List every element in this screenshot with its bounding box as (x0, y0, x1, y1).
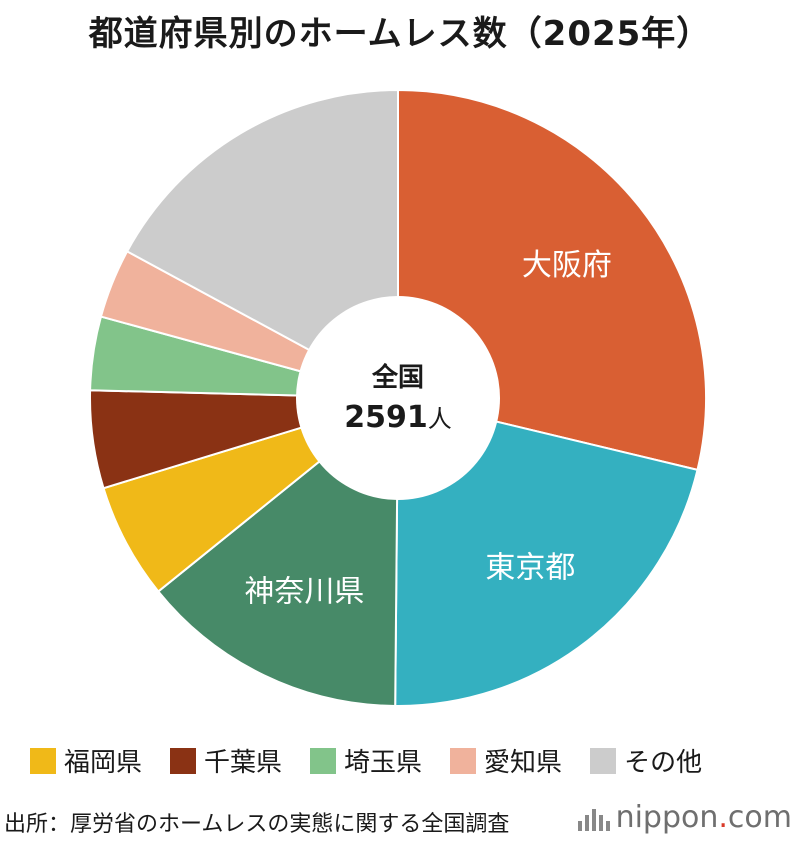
pie-slice-label-0: 大阪府 (522, 248, 612, 283)
legend-swatch (590, 747, 617, 774)
brand-bars-icon (577, 805, 610, 831)
brand-logo: nippon.com (577, 800, 792, 835)
legend-label: 福岡県 (64, 748, 143, 778)
legend-swatch (450, 747, 477, 774)
donut-hole (296, 296, 500, 500)
center-total: 2591人 (344, 400, 452, 435)
pie-slice-1 (394, 396, 699, 707)
center-label: 全国 (371, 362, 424, 393)
legend-swatch (310, 747, 337, 774)
chart-title: 都道府県別のホームレス数（2025年） (88, 14, 712, 54)
legend-item: 千葉県 (170, 742, 282, 779)
legend-swatch (30, 747, 56, 774)
center-unit: 人 (428, 405, 452, 433)
legend: 福岡県 千葉県 埼玉県 愛知県 その他 (30, 742, 790, 779)
legend-item: 福岡県 (30, 742, 142, 779)
legend-item: その他 (590, 742, 702, 779)
legend-item: 埼玉県 (310, 742, 422, 779)
brand-dot: . (718, 800, 728, 835)
pie-slice-label-1: 東京都 (485, 550, 575, 585)
legend-swatch (170, 747, 197, 774)
brand-name: nippon (615, 800, 719, 835)
legend-label: その他 (624, 748, 703, 778)
legend-label: 千葉県 (204, 748, 283, 778)
center-value: 2591 (344, 400, 428, 435)
source-note: 出所：厚労省のホームレスの実態に関する全国調査 (4, 812, 510, 837)
pie-slice-label-2: 神奈川県 (244, 575, 364, 610)
brand-suffix: com (727, 800, 792, 835)
legend-label: 埼玉県 (344, 748, 423, 778)
pie-slice-7 (125, 88, 399, 400)
legend-item: 愛知県 (450, 742, 562, 779)
legend-label: 愛知県 (484, 748, 563, 778)
